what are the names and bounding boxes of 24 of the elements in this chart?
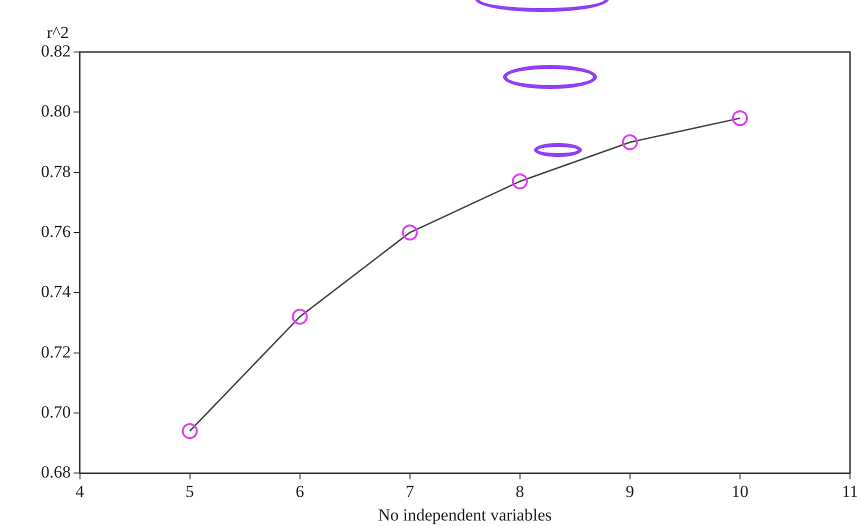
x-tick-label: 10 (731, 482, 748, 501)
x-tick-label: 8 (516, 482, 524, 501)
x-tick-label: 4 (76, 482, 84, 501)
x-tick-label: 5 (186, 482, 194, 501)
y-tick-label: 0.70 (41, 402, 71, 422)
point (512, 173, 528, 190)
y-tick-label: 0.82 (41, 41, 71, 60)
point (182, 423, 198, 440)
y-axis-title: r^2 (46, 22, 69, 42)
x-tick-label: 6 (296, 482, 304, 501)
y-tick-label: 0.78 (41, 162, 71, 181)
point (622, 134, 638, 150)
x-tick-label: 9 (626, 482, 634, 501)
y-tick-label: 0.80 (41, 102, 71, 121)
y-tick-label: 0.68 (41, 462, 71, 482)
y-tick-label: 0.72 (41, 342, 71, 362)
x-tick-label: 7 (406, 482, 415, 501)
y-tick-label: 0.74 (41, 282, 72, 302)
y-tick-label: 0.76 (41, 222, 71, 241)
point (402, 224, 418, 241)
point (292, 308, 308, 325)
x-tick-label: 11 (842, 482, 858, 501)
x-axis-title: No independent variables (378, 505, 552, 524)
point (732, 110, 748, 126)
